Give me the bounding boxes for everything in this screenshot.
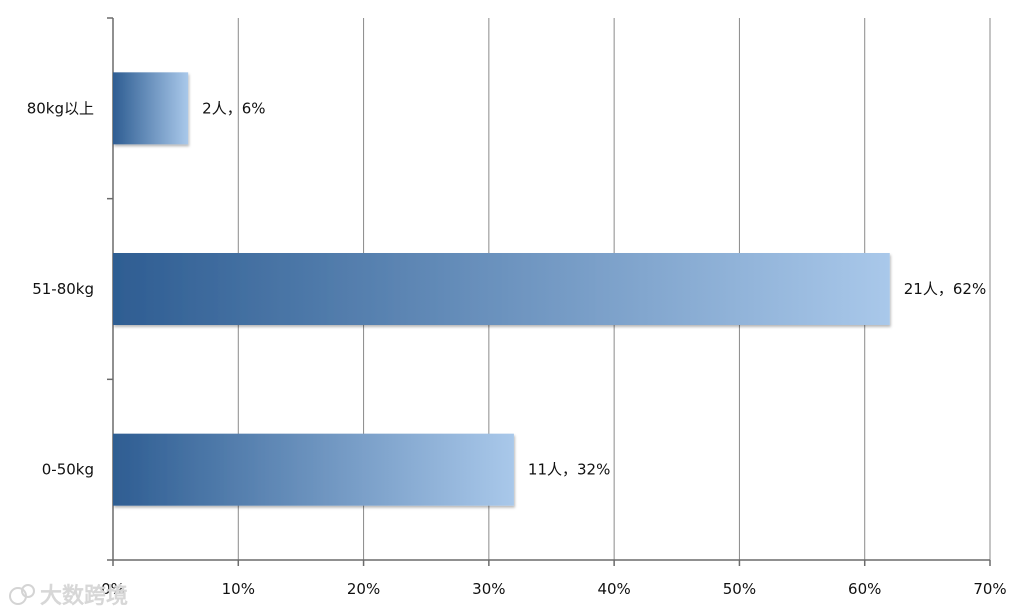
- y-tick-label: 0-50kg: [42, 461, 94, 479]
- bar: [113, 253, 890, 325]
- watermark-text: 大数跨境: [40, 583, 128, 609]
- x-tick-label: 20%: [347, 580, 380, 598]
- bar: [113, 72, 189, 145]
- label-layer: 0% 10% 20% 30% 40% 50% 60% 70% 0-50kg 11人，32% 51-8…: [27, 99, 1007, 598]
- x-tick-label: 60%: [848, 580, 881, 598]
- bar-data-label: 2人，6%: [202, 99, 265, 117]
- watermark: 大数跨境: [9, 583, 128, 609]
- x-tick-label: 50%: [723, 580, 756, 598]
- y-tick-label: 51-80kg: [32, 280, 94, 298]
- x-tick-label: 70%: [973, 580, 1006, 598]
- watermark-logo-icon: [9, 584, 35, 605]
- bar-data-label: 11人，32%: [528, 461, 610, 479]
- x-tick-label: 0%: [101, 580, 125, 598]
- y-tick-label: 80kg以上: [27, 99, 94, 117]
- x-tick-label: 30%: [472, 580, 505, 598]
- bar: [113, 433, 514, 506]
- bar-data-label: 21人，62%: [904, 280, 986, 298]
- x-tick-label: 10%: [222, 580, 255, 598]
- bar-layer: [113, 72, 890, 506]
- x-tick-label: 40%: [597, 580, 630, 598]
